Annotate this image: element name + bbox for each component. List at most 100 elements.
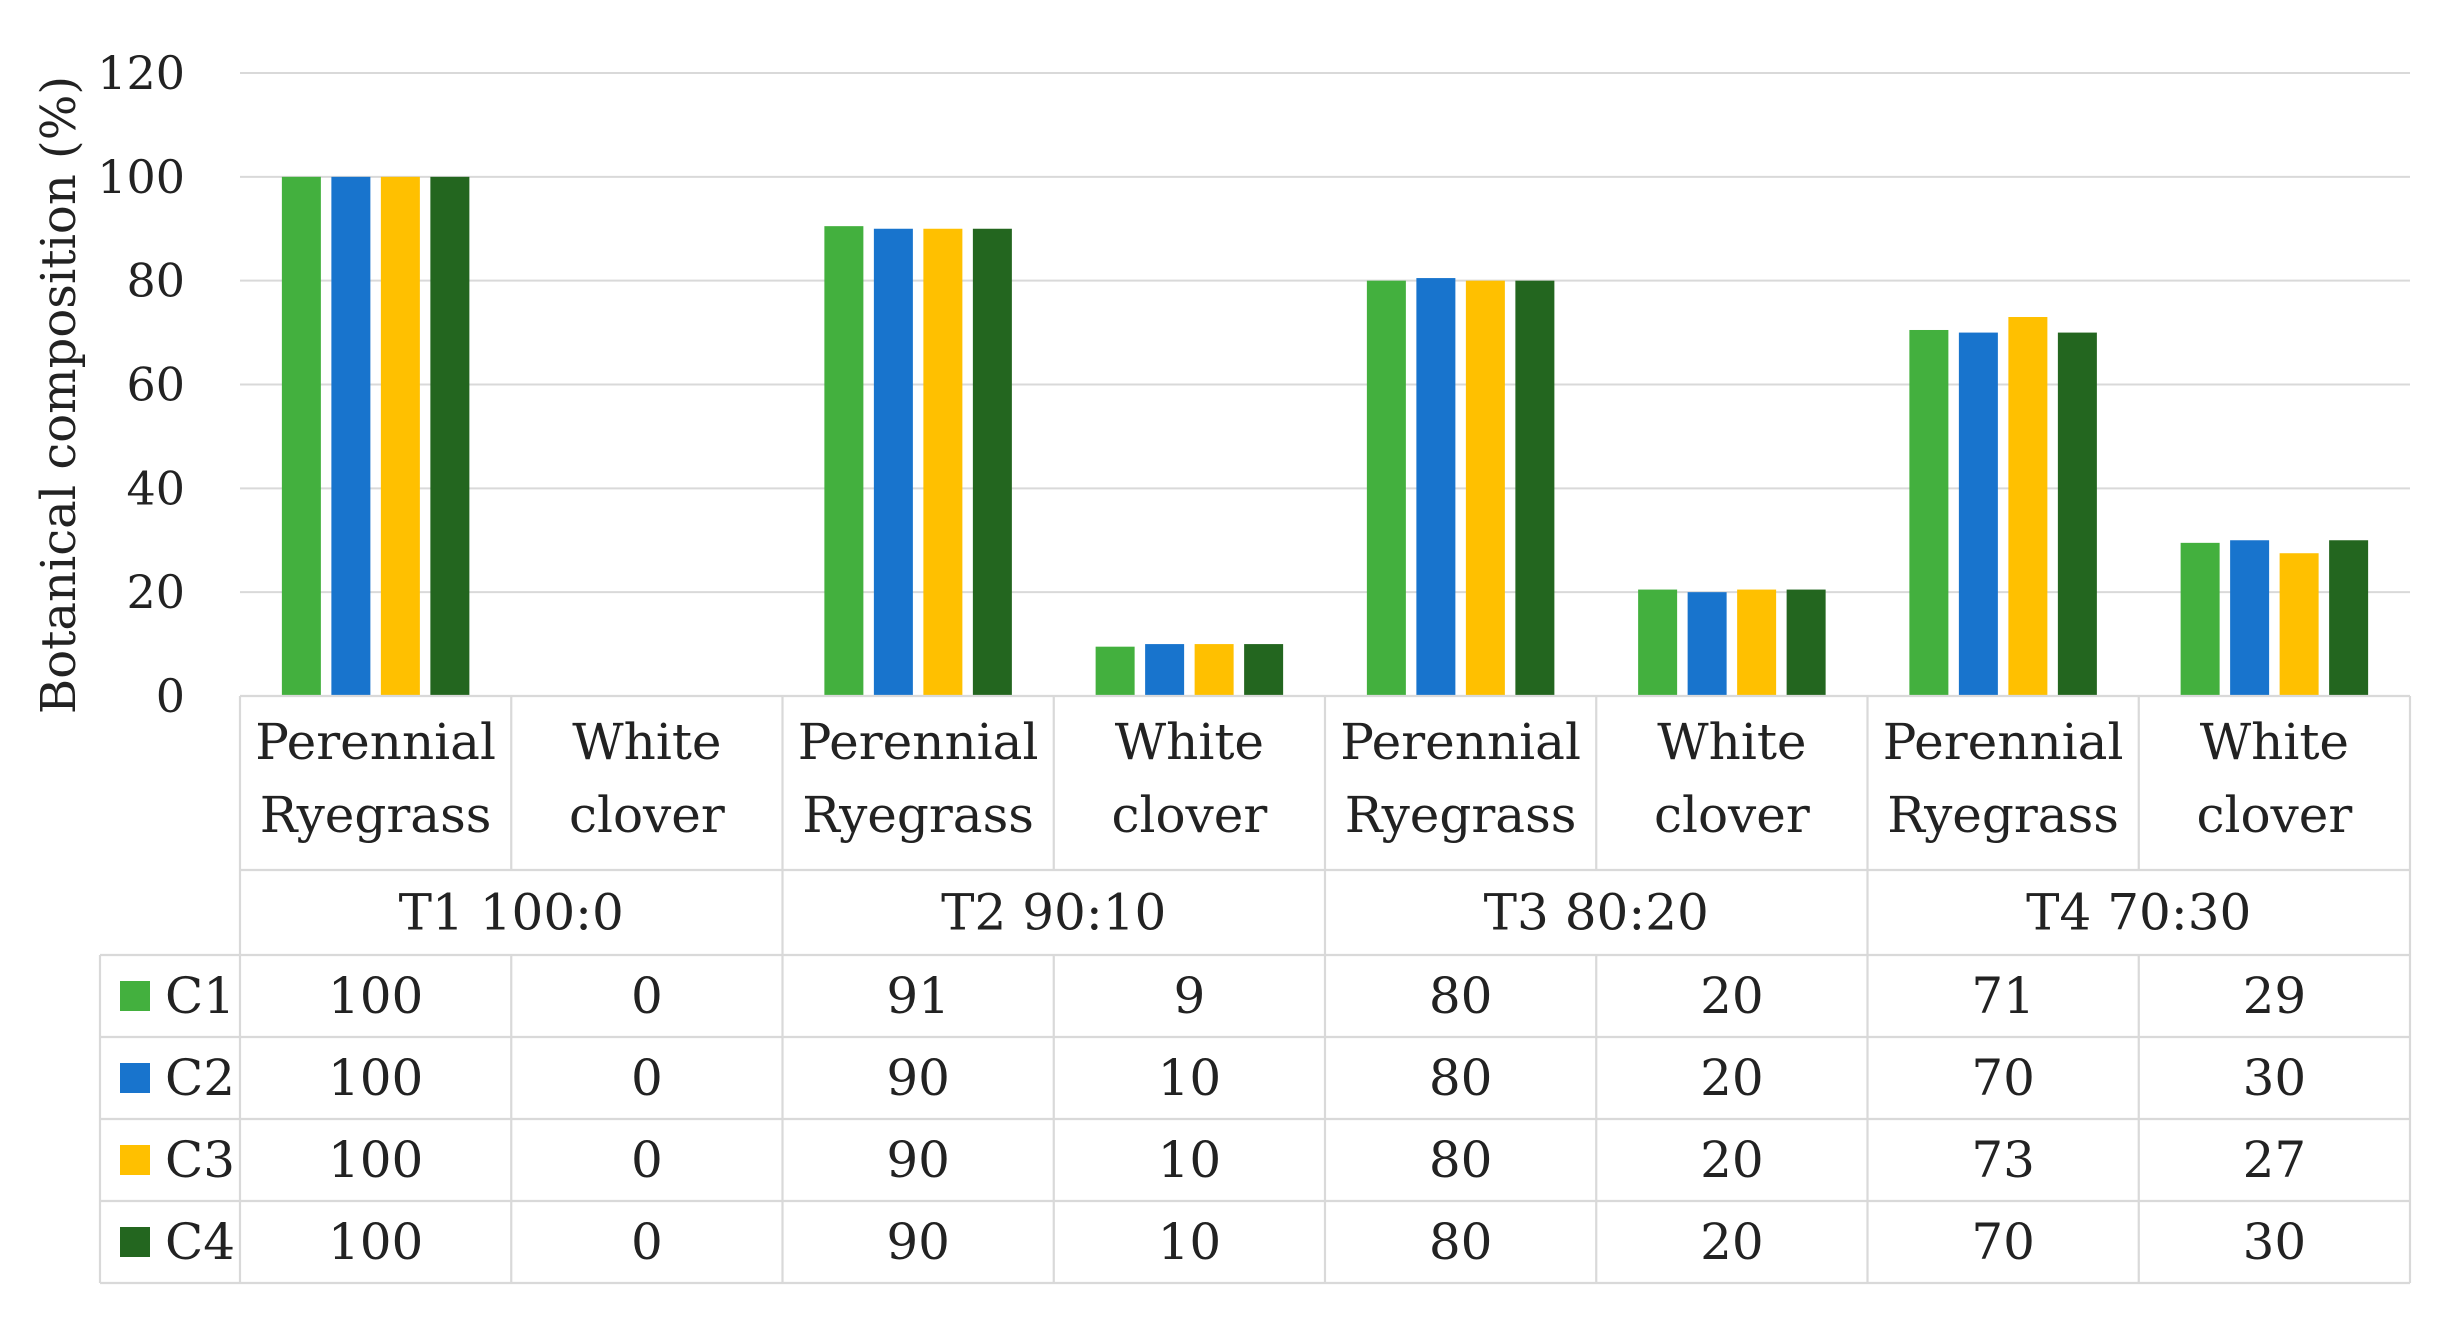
group-label: T1 100:0 [399, 884, 624, 942]
data-label: 100 [328, 1131, 423, 1189]
data-label: 10 [1158, 1213, 1222, 1271]
bar-c3 [2279, 553, 2319, 696]
category-label: Perennial [255, 713, 496, 771]
bar-c3 [1465, 280, 1505, 696]
group-label: T4 70:30 [2026, 884, 2251, 942]
legend-label-c4: C4 [165, 1213, 235, 1271]
category-label: White [572, 713, 721, 771]
bars [281, 176, 2369, 697]
bar-c1 [281, 176, 321, 697]
category-label: Ryegrass [1345, 786, 1577, 844]
bar-c2 [873, 228, 913, 696]
bar-c2 [1145, 644, 1185, 696]
bar-c3 [1737, 589, 1777, 696]
data-label: 70 [1971, 1213, 2035, 1271]
group-label: T3 80:20 [1484, 884, 1709, 942]
data-label: 70 [1971, 1049, 2035, 1107]
data-label: 71 [1971, 967, 2035, 1025]
legend-swatch-c3 [120, 1145, 150, 1175]
data-label: 20 [1700, 1131, 1764, 1189]
gridlines [240, 72, 2410, 594]
category-label: Ryegrass [260, 786, 492, 844]
legend-swatch-c4 [120, 1227, 150, 1257]
bar-c4 [1786, 589, 1826, 696]
bar-c1 [2180, 542, 2220, 696]
data-label: 20 [1700, 967, 1764, 1025]
y-tick-label: 80 [126, 254, 185, 308]
data-label: 0 [631, 1049, 663, 1107]
y-tick-label: 20 [126, 565, 185, 619]
category-label: Perennial [1340, 713, 1581, 771]
data-label: 100 [328, 1049, 423, 1107]
legend-label-c2: C2 [165, 1049, 235, 1107]
data-label: 10 [1158, 1049, 1222, 1107]
bar-c1 [1638, 589, 1678, 696]
category-label: White [1115, 713, 1264, 771]
category-label: Perennial [1883, 713, 2124, 771]
data-label: 30 [2243, 1213, 2307, 1271]
legend-swatch-c1 [120, 981, 150, 1011]
category-label: Ryegrass [1887, 786, 2119, 844]
y-axis-label: Botanical composition (%) [31, 76, 87, 714]
bar-c1 [1909, 329, 1949, 696]
data-label: 0 [631, 967, 663, 1025]
bar-c1 [824, 226, 864, 696]
data-label: 73 [1971, 1131, 2035, 1189]
y-tick-label: 60 [126, 358, 185, 412]
data-label: 9 [1173, 967, 1205, 1025]
data-label: 100 [328, 1213, 423, 1271]
data-label: 80 [1429, 1131, 1493, 1189]
y-tick-label: 100 [97, 150, 185, 204]
bar-c4 [1515, 280, 1555, 696]
bar-c3 [2008, 317, 2048, 696]
bar-c4 [430, 176, 470, 697]
data-label: 0 [631, 1213, 663, 1271]
bar-c2 [1416, 278, 1456, 696]
data-label: 90 [886, 1049, 950, 1107]
bar-c4 [1244, 644, 1284, 696]
data-label: 90 [886, 1131, 950, 1189]
data-label: 30 [2243, 1049, 2307, 1107]
legend-swatch-c2 [120, 1063, 150, 1093]
data-table: Perennial Ryegrass White clover T1 100:0 Pere… [98, 694, 2412, 1285]
data-label: 27 [2243, 1131, 2307, 1189]
y-tick-label: 120 [97, 46, 185, 100]
bar-c3 [380, 176, 420, 697]
category-label: clover [1654, 786, 1810, 844]
category-label: White [1657, 713, 1806, 771]
category-label: clover [2196, 786, 2352, 844]
group-label: T2 90:10 [941, 884, 1166, 942]
y-axis-ticks: 0 20 40 60 80 100 120 [97, 46, 185, 723]
data-label: 29 [2243, 967, 2307, 1025]
bar-c1 [1366, 280, 1406, 696]
bar-c3 [923, 228, 963, 696]
bar-c2 [331, 176, 371, 697]
bar-c2 [1687, 592, 1727, 696]
bar-c4 [2329, 540, 2369, 696]
y-tick-label: 40 [126, 461, 185, 515]
bar-c2 [2230, 540, 2270, 696]
bar-c3 [1194, 644, 1234, 696]
y-tick-label: 0 [156, 669, 185, 723]
bar-c2 [1958, 332, 1998, 696]
category-label: Perennial [798, 713, 1039, 771]
data-label: 90 [886, 1213, 950, 1271]
data-label: 80 [1429, 1213, 1493, 1271]
data-label: 80 [1429, 1049, 1493, 1107]
data-label: 20 [1700, 1049, 1764, 1107]
bar-c4 [972, 228, 1012, 696]
category-label: clover [1111, 786, 1267, 844]
bar-c4 [2057, 332, 2097, 696]
data-label: 20 [1700, 1213, 1764, 1271]
category-label: Ryegrass [802, 786, 1034, 844]
data-label: 0 [631, 1131, 663, 1189]
legend-label-c1: C1 [165, 967, 235, 1025]
bar-c1 [1095, 646, 1135, 696]
data-label: 100 [328, 967, 423, 1025]
data-label: 80 [1429, 967, 1493, 1025]
legend-label-c3: C3 [165, 1131, 235, 1189]
category-label: White [2200, 713, 2349, 771]
category-label: clover [569, 786, 725, 844]
data-label: 10 [1158, 1131, 1222, 1189]
